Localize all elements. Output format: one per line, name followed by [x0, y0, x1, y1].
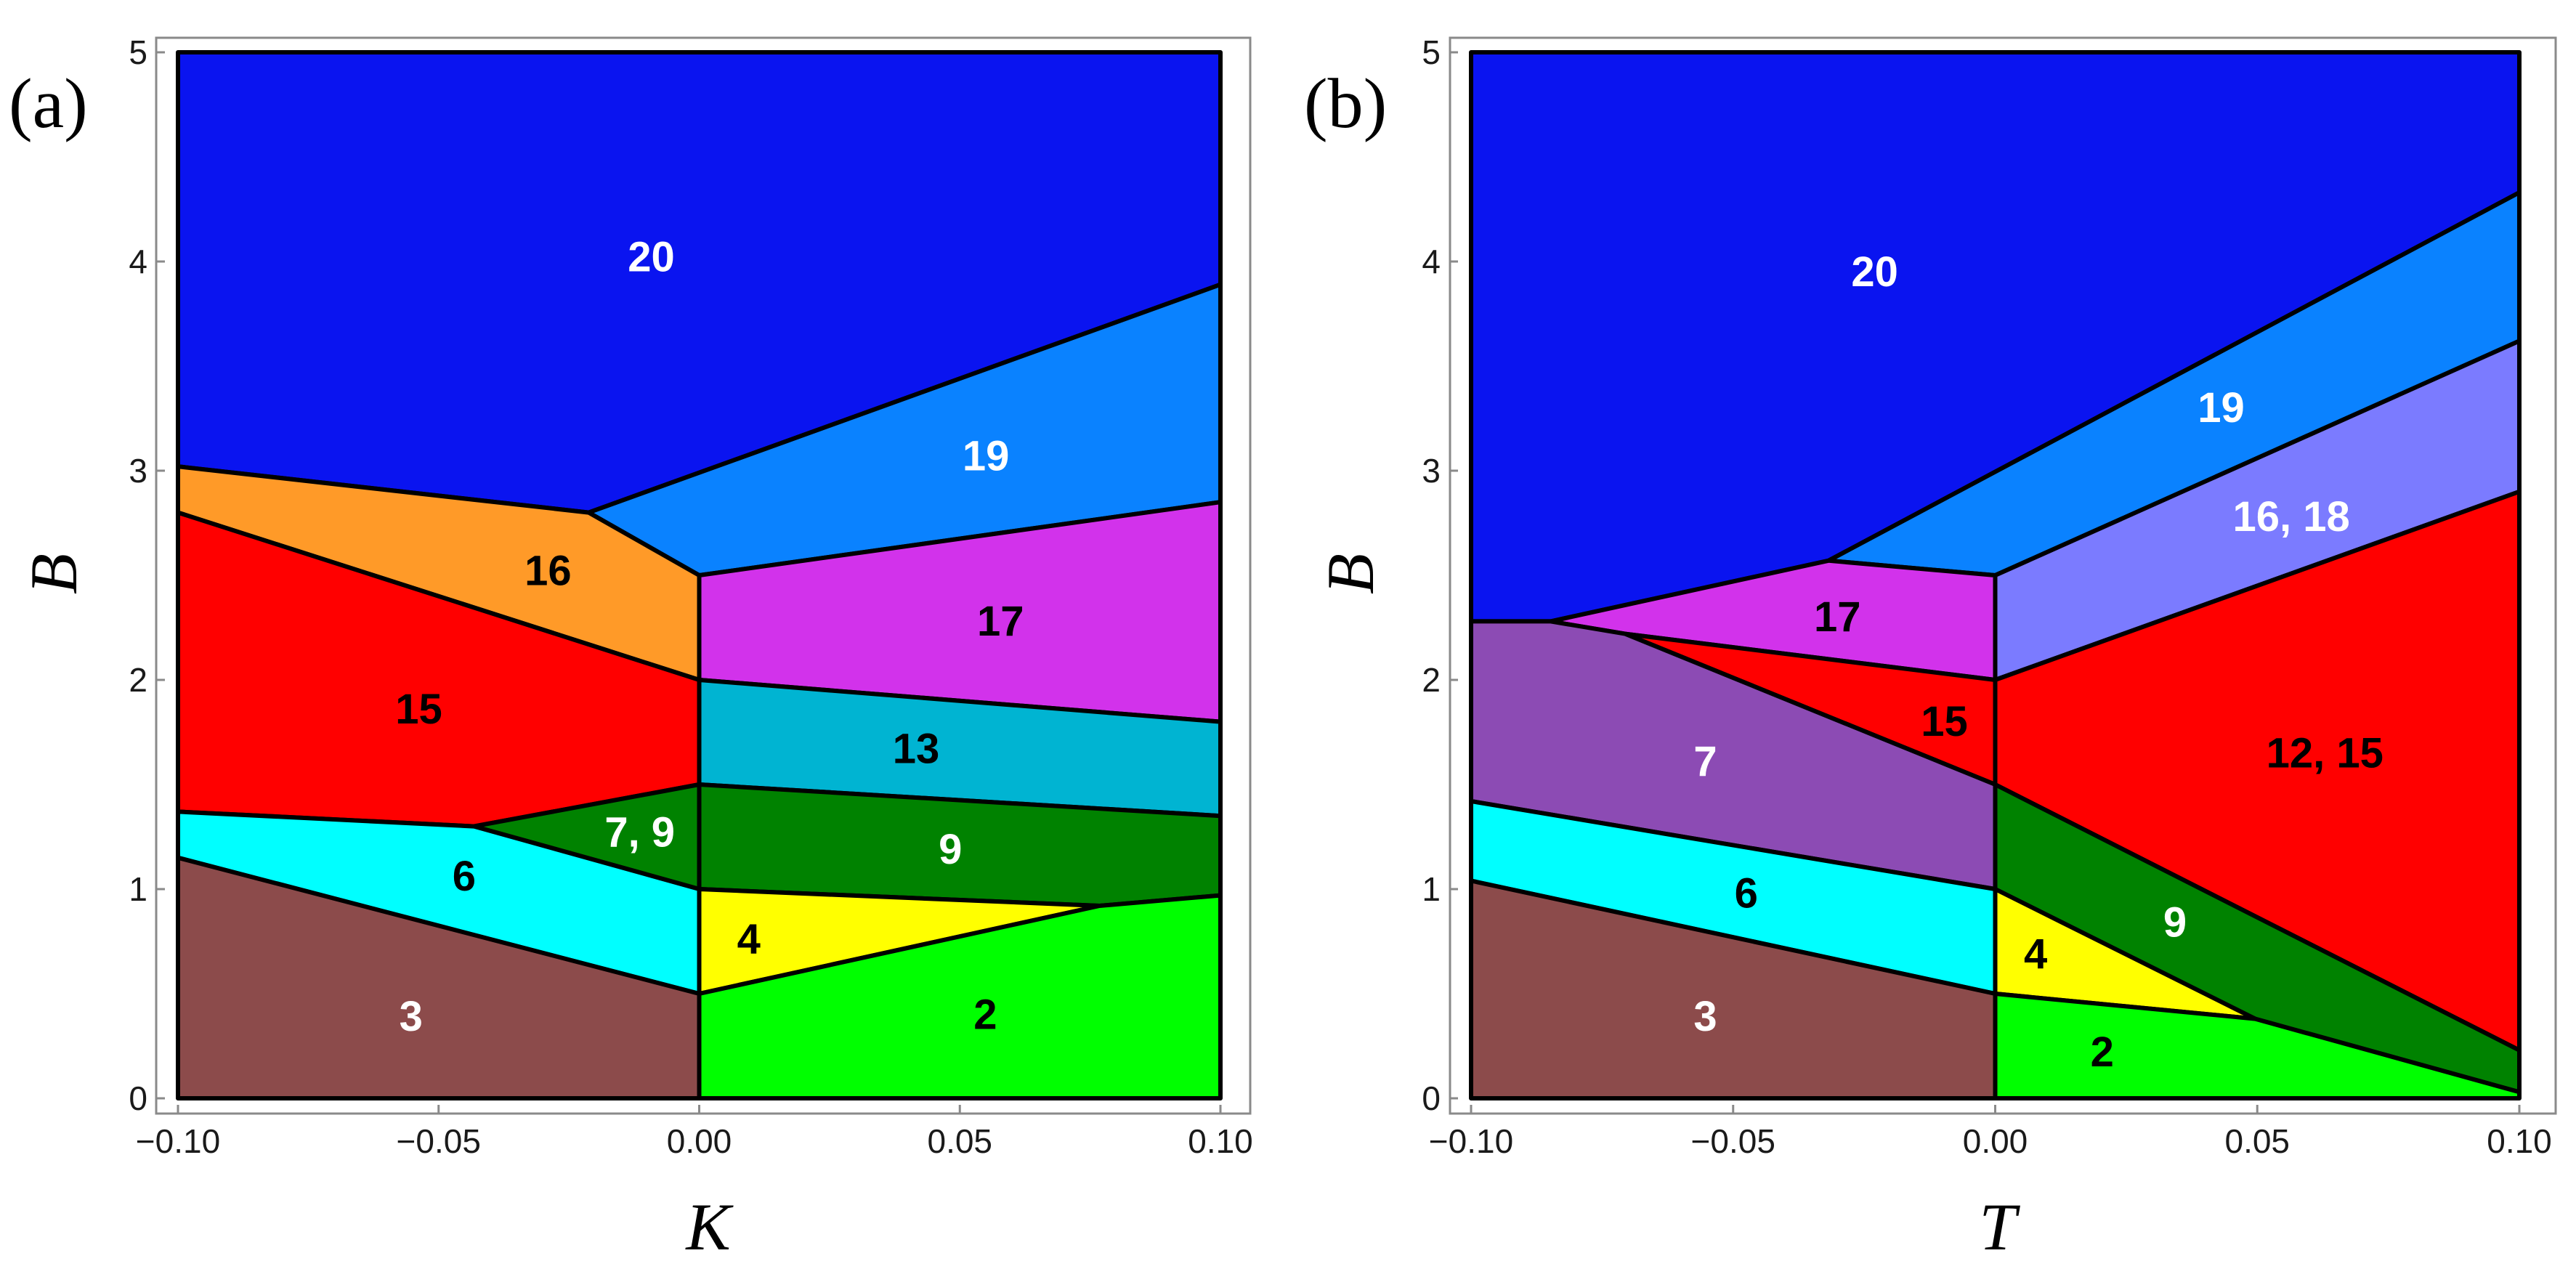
panel-b-x-tick-label: 0.00 — [1963, 1122, 2028, 1160]
panel-a-tag: (a) — [9, 65, 88, 143]
panel-b-region-label-15: 15 — [1921, 698, 1968, 745]
panel-b-region-label-2: 2 — [2091, 1029, 2114, 1076]
panel-b-y-axis-label: B — [1313, 554, 1388, 594]
panel-a-region-label-17: 17 — [977, 598, 1024, 645]
panel-b-ticks: −0.10 −0.05 0.00 0.05 0.10 0 1 2 3 4 5 — [1422, 33, 2551, 1160]
panel-b-region-labels: 20 19 16, 18 17 15 12, 15 7 9 6 4 3 2 — [1693, 248, 2383, 1076]
panel-a-x-tick-label: 0.00 — [667, 1122, 732, 1160]
panel-a-y-tick-label: 5 — [129, 33, 147, 71]
panel-a-region-label-16: 16 — [524, 548, 572, 595]
panel-b-region-label-20: 20 — [1851, 248, 1898, 296]
panel-b-x-tick-label: 0.10 — [2487, 1122, 2552, 1160]
panel-b-region-label-6: 6 — [1735, 869, 1758, 917]
panel-a-region-label-4: 4 — [737, 916, 761, 963]
panel-b-y-tick-label: 3 — [1422, 452, 1441, 490]
panel-b-y-tick-label: 2 — [1422, 661, 1441, 699]
panel-a-y-tick-label: 1 — [129, 870, 147, 908]
panel-b-y-tick-label: 1 — [1422, 870, 1441, 908]
panel-b-region-label-19: 19 — [2198, 384, 2245, 431]
panel-a-region-label-2: 2 — [973, 991, 997, 1038]
panel-b-x-tick-label: −0.05 — [1691, 1122, 1775, 1160]
panel-b-regions — [1469, 50, 2522, 1100]
panel-b-region-label-12-15: 12, 15 — [2267, 729, 2383, 777]
panel-b-tag: (b) — [1304, 65, 1387, 143]
panel-a-y-tick-label: 0 — [129, 1079, 147, 1117]
panel-b-x-tick-label: 0.05 — [2224, 1122, 2290, 1160]
panel-b-region-label-3: 3 — [1693, 993, 1717, 1040]
panel-a-y-axis-label: B — [17, 554, 91, 594]
panel-a-ticks: −0.10 −0.05 0.00 0.05 0.10 0 1 2 3 4 5 — [129, 33, 1252, 1160]
panel-a-region-label-7-9: 7, 9 — [604, 809, 675, 856]
panel-b-frame — [1449, 36, 2557, 1115]
panel-a-x-tick-label: 0.05 — [927, 1122, 992, 1160]
panel-b-region-label-4: 4 — [2024, 931, 2047, 978]
panel-a-y-tick-label: 3 — [129, 452, 147, 490]
panel-a-region-2 — [697, 893, 1223, 1100]
panel-b-y-tick-label: 5 — [1422, 33, 1441, 71]
panel-a-region-label-13: 13 — [893, 726, 940, 773]
panel-a-region-label-9: 9 — [939, 826, 962, 873]
panel-a-region-label-6: 6 — [453, 853, 476, 900]
panel-a-x-tick-label: 0.10 — [1188, 1122, 1253, 1160]
panel-a-region-label-15: 15 — [395, 686, 442, 733]
panel-a-region-label-3: 3 — [400, 993, 423, 1040]
panel-a-region-labels: 20 19 16 17 15 13 7, 9 9 6 4 3 2 — [395, 234, 1024, 1040]
panel-b-region-label-16-18: 16, 18 — [2232, 493, 2349, 540]
panel-a-region-label-20: 20 — [628, 234, 675, 281]
panel-b-x-tick-label: −0.10 — [1429, 1122, 1513, 1160]
panel-a-y-tick-label: 4 — [129, 243, 147, 280]
panel-a-x-tick-label: −0.05 — [397, 1122, 481, 1160]
panel-a-x-axis-label: K — [684, 1190, 734, 1264]
panel-b-y-tick-label: 4 — [1422, 243, 1441, 280]
panel-b-region-label-17: 17 — [1814, 593, 1861, 641]
panel-a-regions — [176, 50, 1223, 1100]
panel-a-frame — [155, 36, 1252, 1115]
panel-b-region-label-9: 9 — [2163, 899, 2187, 946]
panel-b-y-tick-label: 0 — [1422, 1079, 1441, 1117]
panel-a-region-label-19: 19 — [963, 432, 1010, 479]
panel-a-x-tick-label: −0.10 — [136, 1122, 220, 1160]
panel-b-x-axis-label: T — [1979, 1190, 2020, 1264]
panel-b-region-label-7: 7 — [1693, 738, 1717, 785]
panel-a-y-tick-label: 2 — [129, 661, 147, 699]
panel-b-region-2 — [1993, 992, 2522, 1100]
